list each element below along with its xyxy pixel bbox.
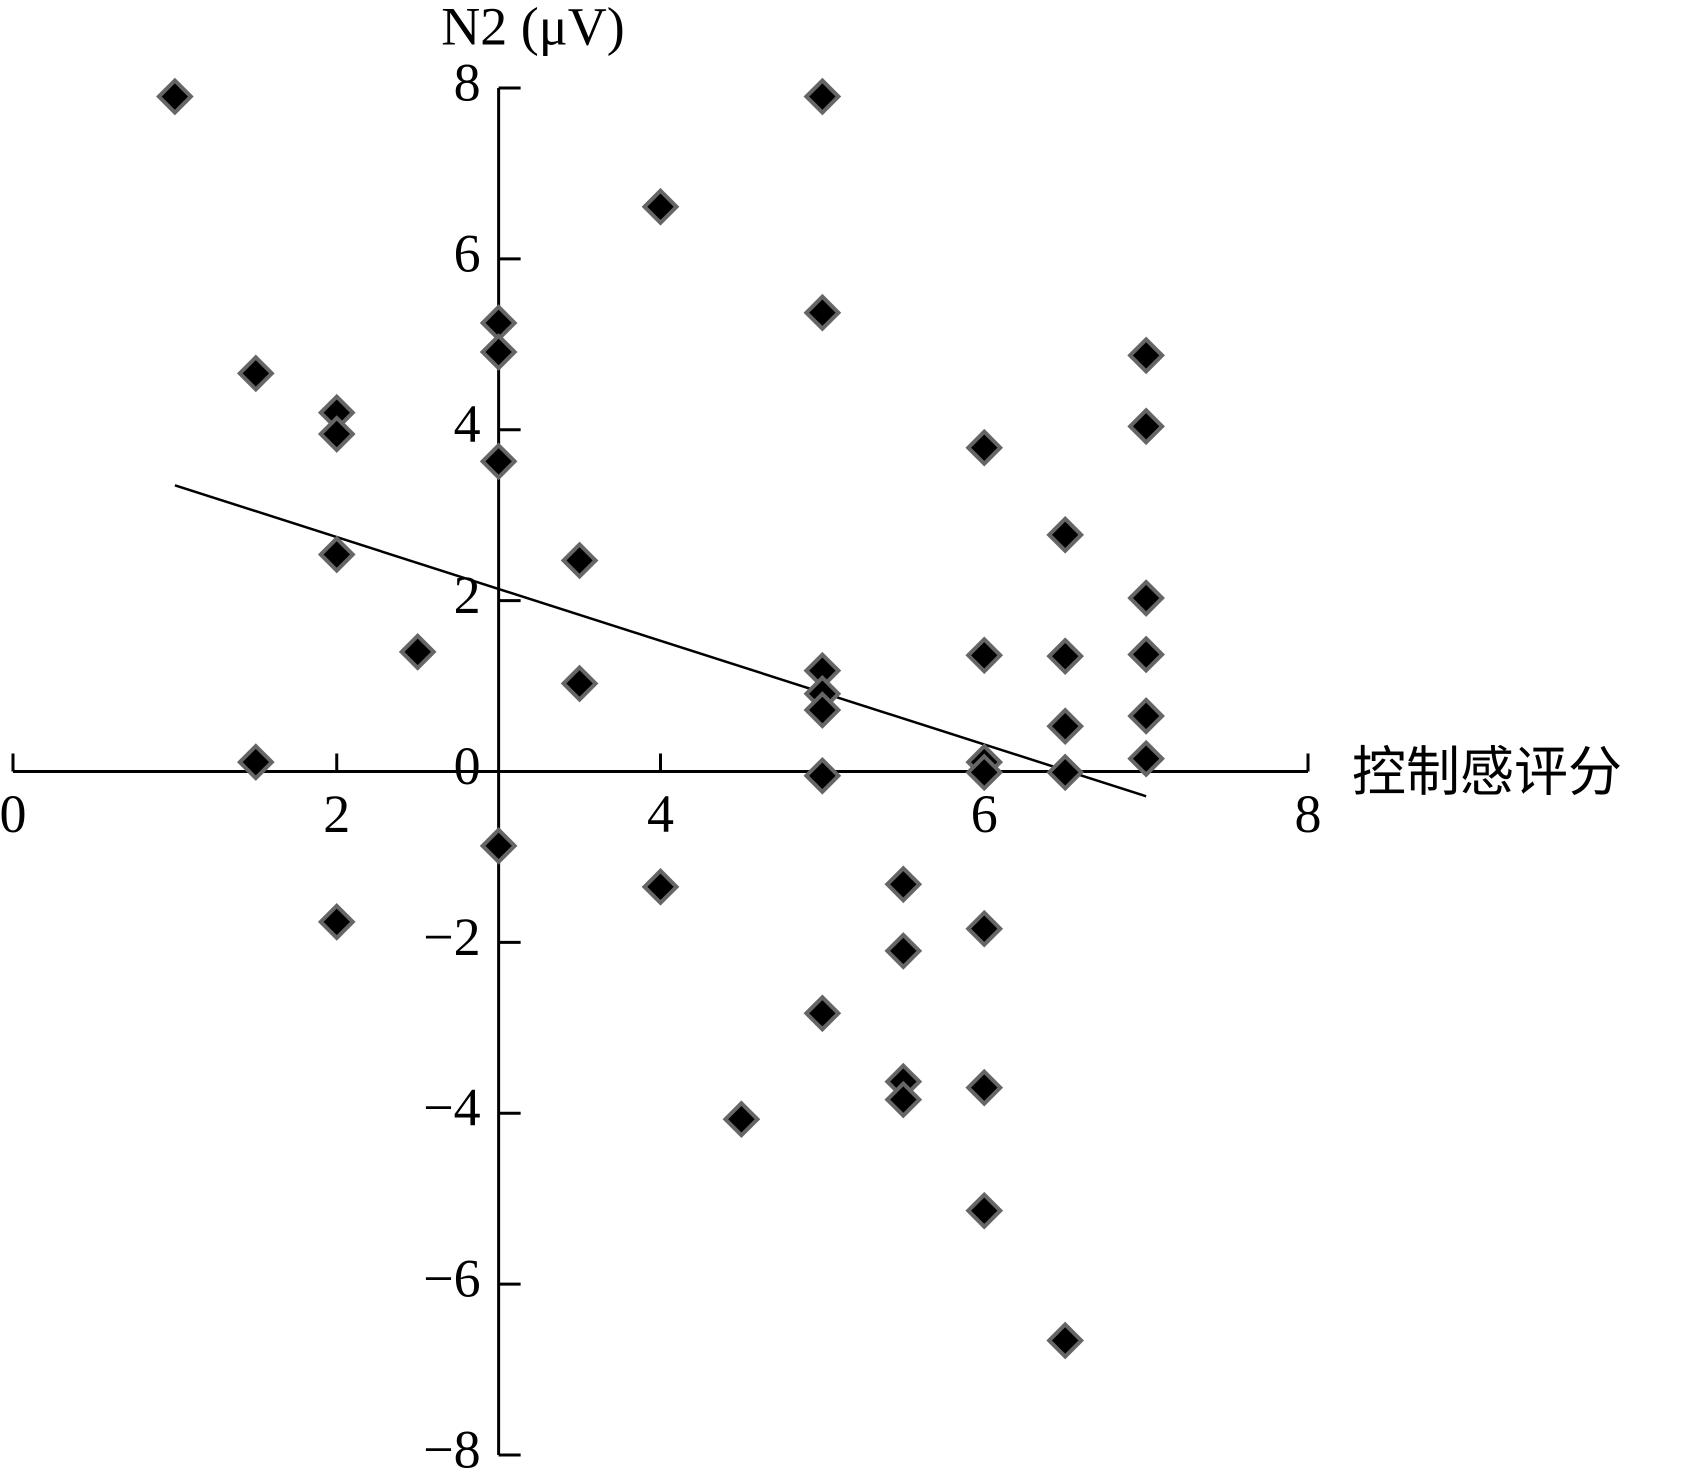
x-tick-label: 0 bbox=[0, 784, 27, 844]
data-point bbox=[803, 756, 842, 795]
y-tick-label: −2 bbox=[423, 907, 480, 967]
data-point bbox=[1127, 635, 1165, 674]
data-point bbox=[803, 293, 842, 332]
data-point bbox=[803, 691, 842, 729]
y-tick-label: 0 bbox=[454, 736, 481, 796]
trend-line bbox=[174, 484, 1147, 798]
x-tick-label: 2 bbox=[323, 784, 350, 844]
data-point bbox=[965, 428, 1004, 467]
data-point bbox=[317, 415, 356, 453]
y-tick-label: 4 bbox=[454, 394, 481, 454]
data-point bbox=[1046, 707, 1085, 746]
data-point bbox=[884, 1080, 923, 1119]
data-point bbox=[479, 827, 518, 865]
data-point bbox=[1127, 579, 1165, 617]
data-point bbox=[479, 442, 518, 481]
data-point bbox=[156, 77, 194, 116]
data-point bbox=[1127, 407, 1165, 446]
data-point bbox=[1046, 516, 1085, 554]
data-point bbox=[560, 664, 599, 703]
data-point bbox=[317, 535, 356, 574]
y-tick-label: 2 bbox=[454, 565, 481, 625]
data-point bbox=[641, 187, 680, 226]
data-point bbox=[965, 1068, 1004, 1107]
data-point bbox=[884, 865, 923, 904]
data-point bbox=[236, 354, 275, 393]
x-tick-label: 8 bbox=[1295, 784, 1322, 844]
y-tick-label: −6 bbox=[423, 1249, 480, 1309]
y-tick-label: 6 bbox=[454, 223, 481, 283]
data-point bbox=[803, 994, 842, 1033]
x-tick-label: 4 bbox=[647, 784, 674, 844]
data-point bbox=[1127, 336, 1165, 375]
data-point bbox=[398, 633, 437, 671]
data-point bbox=[1046, 637, 1085, 675]
y-tick-label: 8 bbox=[454, 52, 481, 112]
data-point bbox=[1046, 753, 1085, 792]
data-point bbox=[317, 903, 356, 941]
data-point bbox=[965, 1191, 1004, 1230]
y-tick-label: −4 bbox=[423, 1078, 480, 1138]
data-point bbox=[236, 743, 275, 781]
data-point bbox=[884, 932, 923, 970]
data-point bbox=[965, 909, 1004, 948]
data-point bbox=[479, 333, 518, 371]
data-point bbox=[1046, 1321, 1085, 1360]
data-point bbox=[560, 541, 599, 580]
x-tick-label: 6 bbox=[971, 784, 998, 844]
data-point bbox=[722, 1100, 761, 1139]
data-point bbox=[1127, 697, 1165, 735]
data-point bbox=[1127, 739, 1165, 778]
data-point bbox=[965, 636, 1004, 675]
data-point bbox=[965, 753, 1004, 792]
data-point bbox=[641, 868, 680, 906]
y-tick-label: −8 bbox=[423, 1419, 480, 1479]
data-point bbox=[803, 77, 842, 116]
y-axis-label: N2 (μV) bbox=[441, 0, 624, 56]
x-axis-label: 控制感评分 bbox=[1352, 742, 1622, 802]
